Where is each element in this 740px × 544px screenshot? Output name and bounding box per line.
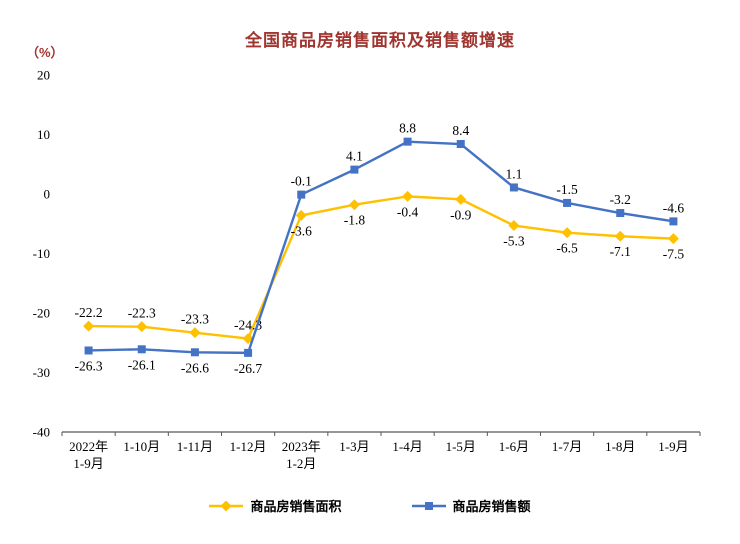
x-tick-label: 1-3月	[339, 439, 369, 454]
x-tick-label: 2023年	[282, 439, 321, 454]
square-marker-icon	[563, 198, 572, 207]
diamond-marker-icon	[508, 220, 520, 232]
data-label: -6.5	[556, 241, 578, 256]
data-label: -3.2	[610, 192, 631, 207]
y-tick-label: 0	[44, 187, 51, 202]
diamond-marker-icon	[83, 320, 95, 332]
diamond-marker-icon	[402, 190, 414, 202]
square-marker-icon	[424, 501, 433, 510]
legend-label: 商品房销售面积	[250, 499, 342, 514]
legend-item-0: 商品房销售面积	[209, 496, 342, 515]
data-label: -23.3	[181, 312, 209, 327]
square-marker-icon	[244, 348, 253, 357]
chart-legend: 商品房销售面积 商品房销售额	[0, 496, 740, 515]
x-tick-label: 1-5月	[446, 439, 476, 454]
x-tick-label: 1-9月	[73, 456, 103, 471]
data-label: -22.3	[128, 306, 156, 321]
diamond-marker-icon	[220, 500, 232, 511]
x-tick-label: 1-12月	[230, 439, 267, 454]
y-tick-label: -20	[33, 306, 50, 321]
x-tick-label: 1-6月	[499, 439, 529, 454]
data-label: -26.7	[234, 361, 262, 376]
diamond-marker-icon	[667, 233, 679, 245]
legend-marker-icon	[209, 500, 244, 511]
data-label: 4.1	[346, 149, 363, 164]
y-tick-label: -10	[33, 246, 50, 261]
x-tick-label: 1-11月	[177, 439, 213, 454]
diamond-marker-icon	[614, 230, 626, 242]
data-label: -7.1	[610, 244, 631, 259]
x-tick-label: 1-7月	[552, 439, 582, 454]
y-tick-label: -40	[33, 425, 50, 440]
y-tick-label: 10	[37, 127, 50, 142]
x-tick-label: 1-8月	[605, 439, 635, 454]
data-label: -26.3	[75, 358, 103, 373]
data-label: -0.9	[450, 207, 472, 222]
data-label: -4.6	[663, 200, 685, 215]
square-marker-icon	[403, 137, 412, 146]
square-marker-icon	[456, 140, 465, 149]
y-axis-unit-label: （%）	[26, 45, 64, 60]
data-label: -22.2	[75, 305, 103, 320]
x-tick-label: 1-4月	[392, 439, 422, 454]
data-label: -1.8	[344, 213, 366, 228]
data-label: -26.6	[181, 360, 209, 375]
line-chart: 20 10 0 -10 -20 -30 -40 2022年 1-9月 1-10月 1-11月 1-12…	[33, 68, 701, 471]
y-tick-label: -30	[33, 365, 50, 380]
legend-marker-icon	[411, 501, 446, 510]
x-tick-label: 1-2月	[286, 456, 316, 471]
data-label: -3.6	[291, 223, 313, 238]
square-marker-icon	[616, 209, 625, 218]
data-label: 1.1	[505, 166, 522, 181]
square-marker-icon	[137, 345, 146, 354]
series-line-1	[87, 140, 675, 355]
data-label: -26.1	[128, 357, 156, 372]
data-label: -1.5	[556, 182, 578, 197]
square-marker-icon	[190, 348, 199, 357]
data-label: 8.4	[452, 123, 469, 138]
data-label: -5.3	[503, 234, 525, 249]
diamond-marker-icon	[348, 199, 360, 211]
data-label: -0.4	[397, 204, 419, 219]
x-tick-label: 2022年	[69, 439, 108, 454]
data-label: -0.1	[291, 174, 312, 189]
x-tick-label: 1-10月	[123, 439, 160, 454]
square-marker-icon	[669, 217, 678, 226]
square-marker-icon	[84, 346, 93, 355]
diamond-marker-icon	[189, 327, 201, 339]
chart-title: 全国商品房销售面积及销售额增速	[245, 31, 515, 50]
data-label: 8.8	[399, 121, 416, 136]
x-tick-label: 1-9月	[658, 439, 688, 454]
legend-item-1: 商品房销售额	[411, 496, 531, 515]
diamond-marker-icon	[455, 193, 467, 205]
square-marker-icon	[509, 183, 518, 192]
diamond-marker-icon	[295, 209, 307, 221]
y-tick-label: 20	[37, 68, 50, 83]
series-line-0	[87, 195, 675, 340]
data-label: -7.5	[663, 247, 685, 262]
diamond-marker-icon	[561, 227, 573, 239]
square-marker-icon	[350, 165, 359, 174]
square-marker-icon	[297, 190, 306, 199]
legend-label: 商品房销售额	[452, 499, 531, 514]
diamond-marker-icon	[136, 321, 148, 333]
